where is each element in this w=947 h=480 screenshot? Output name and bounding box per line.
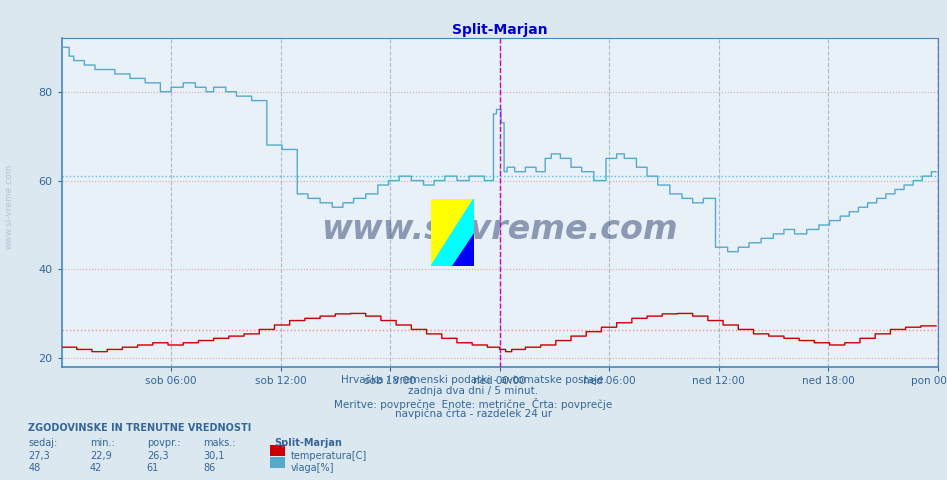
Text: zadnja dva dni / 5 minut.: zadnja dva dni / 5 minut. (408, 386, 539, 396)
Text: navpična črta - razdelek 24 ur: navpična črta - razdelek 24 ur (395, 409, 552, 420)
Text: 61: 61 (147, 463, 159, 473)
Text: maks.:: maks.: (204, 438, 236, 448)
Text: www.si-vreme.com: www.si-vreme.com (321, 213, 678, 246)
Text: Meritve: povprečne  Enote: metrične  Črta: povprečje: Meritve: povprečne Enote: metrične Črta:… (334, 398, 613, 410)
Text: temperatura[C]: temperatura[C] (291, 451, 367, 461)
Title: Split-Marjan: Split-Marjan (452, 23, 547, 37)
Text: 27,3: 27,3 (28, 451, 50, 461)
Text: 26,3: 26,3 (147, 451, 169, 461)
Text: Split-Marjan: Split-Marjan (275, 438, 343, 448)
Text: www.si-vreme.com: www.si-vreme.com (5, 164, 14, 249)
Polygon shape (453, 233, 474, 266)
Polygon shape (431, 199, 474, 266)
Text: 48: 48 (28, 463, 41, 473)
Text: 22,9: 22,9 (90, 451, 112, 461)
Text: min.:: min.: (90, 438, 115, 448)
Text: 42: 42 (90, 463, 102, 473)
Text: Hrvaška / vremenski podatki - avtomatske postaje.: Hrvaška / vremenski podatki - avtomatske… (341, 374, 606, 385)
Text: sedaj:: sedaj: (28, 438, 58, 448)
Text: vlaga[%]: vlaga[%] (291, 463, 334, 473)
Text: ZGODOVINSKE IN TRENUTNE VREDNOSTI: ZGODOVINSKE IN TRENUTNE VREDNOSTI (28, 423, 252, 433)
Text: povpr.:: povpr.: (147, 438, 180, 448)
Text: 86: 86 (204, 463, 216, 473)
Text: 30,1: 30,1 (204, 451, 225, 461)
